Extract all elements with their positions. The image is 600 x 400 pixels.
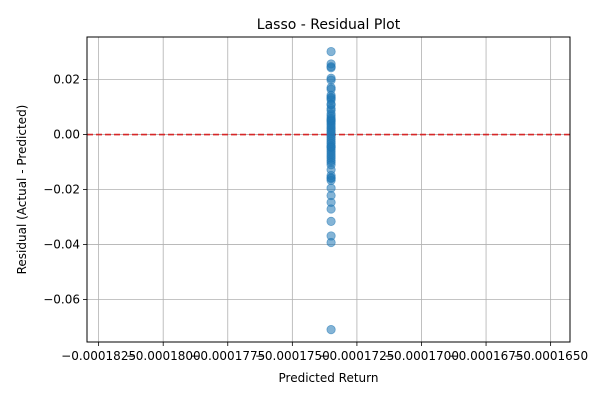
x-axis-label: Predicted Return: [279, 371, 379, 385]
x-tick-label: −0.0001650: [513, 349, 588, 363]
scatter-points: [326, 46, 336, 335]
scatter-point: [326, 46, 336, 57]
scatter-point: [326, 99, 336, 109]
y-tick-label: −0.04: [43, 237, 80, 251]
y-tick-label: 0.00: [53, 128, 80, 142]
x-tick-label: −0.0001800: [126, 349, 201, 363]
axis-ticks: −0.0001825−0.0001800−0.0001775−0.0001750…: [43, 73, 588, 363]
scatter-point: [326, 175, 336, 186]
scatter-point: [326, 63, 336, 73]
y-tick-label: 0.02: [53, 73, 80, 87]
x-tick-label: −0.0001700: [384, 349, 459, 363]
x-tick-label: −0.0001825: [61, 349, 136, 363]
scatter-point: [326, 115, 336, 126]
x-tick-label: −0.0001725: [319, 349, 394, 363]
scatter-point: [326, 237, 336, 248]
y-axis-label: Residual (Actual - Predicted): [15, 105, 29, 275]
x-tick-label: −0.0001675: [449, 349, 524, 363]
chart-title: Lasso - Residual Plot: [257, 17, 401, 33]
x-tick-label: −0.0001775: [190, 349, 265, 363]
x-tick-label: −0.0001750: [255, 349, 330, 363]
scatter-point: [326, 204, 336, 214]
y-tick-label: −0.02: [43, 183, 80, 197]
scatter-point: [326, 325, 336, 335]
scatter-point: [326, 216, 336, 226]
scatter-point: [326, 142, 336, 152]
y-tick-label: −0.06: [43, 292, 80, 306]
